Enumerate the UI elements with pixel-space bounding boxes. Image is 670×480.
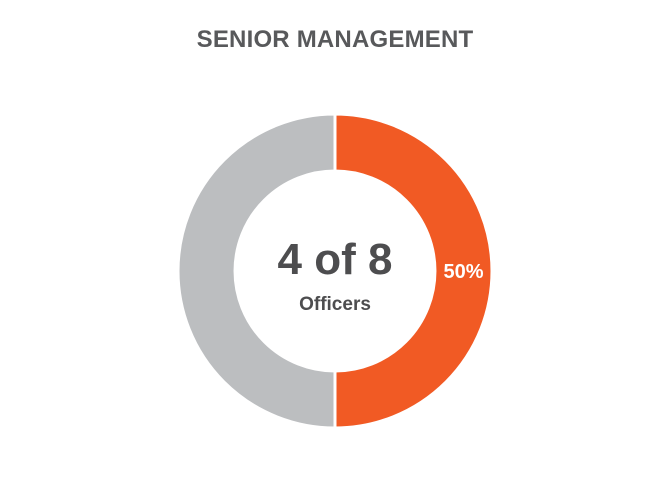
- chart-title: SENIOR MANAGEMENT: [196, 26, 474, 53]
- donut-slice-2: [176, 112, 337, 430]
- donut-slice-1: [333, 112, 494, 430]
- center-caption: Officers: [299, 294, 371, 315]
- center-value: 4 of 8: [277, 235, 393, 284]
- slice-data-label-1: 50%: [443, 261, 483, 283]
